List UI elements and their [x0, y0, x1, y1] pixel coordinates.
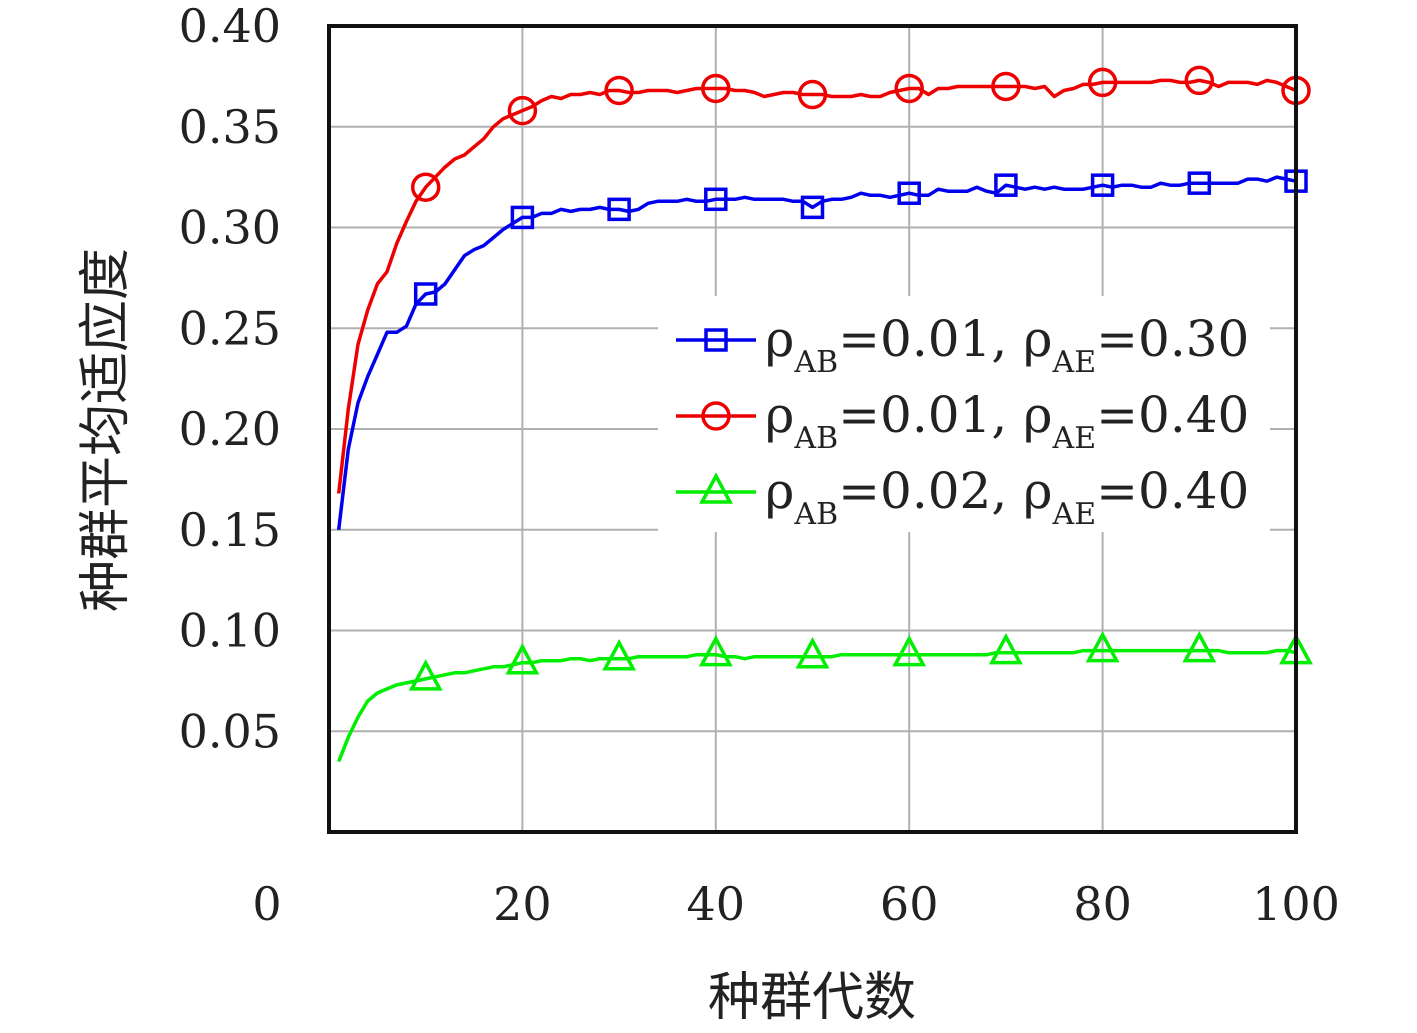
tick-labels: 0 20 40 60 80 100 0.05 0.10 0.15 0.20 0.25 0.30 0.35… — [179, 0, 1340, 931]
legend-entry: ρAB=0.02, ρAE=0.40 — [676, 462, 1249, 532]
x-tick-label: 80 — [1073, 877, 1132, 931]
legend-text-part: ρ — [765, 310, 794, 368]
legend-text-part: ρ — [1023, 386, 1052, 444]
circle-marker — [507, 95, 538, 126]
y-tick-label: 0.40 — [179, 0, 281, 53]
square-marker — [800, 195, 825, 220]
legend-label: ρAB=0.02, ρAE=0.40 — [765, 462, 1249, 532]
y-tick-label: 0.25 — [179, 301, 281, 355]
triangle-marker — [698, 634, 733, 667]
legend-text-part: ρ — [765, 386, 794, 444]
y-tick-label: 0.05 — [179, 704, 281, 758]
series-group — [336, 65, 1313, 763]
x-tick-label: 100 — [1252, 877, 1340, 931]
triangle-marker — [505, 643, 540, 675]
series-line — [337, 648, 1297, 763]
y-tick-label: 0.35 — [179, 100, 281, 154]
series-line — [336, 78, 1297, 494]
circle-marker — [410, 172, 441, 202]
circle-marker — [1184, 65, 1215, 96]
y-tick-label: 0.30 — [179, 201, 281, 255]
square-marker — [897, 181, 921, 205]
square-marker — [1090, 173, 1115, 197]
legend-subscript: AE — [1052, 345, 1097, 380]
x-axis-title: 种群代数 — [708, 968, 916, 1028]
plot-frame — [327, 24, 1298, 834]
circle-marker — [701, 401, 731, 431]
circle-marker — [1087, 67, 1118, 98]
triangle-marker — [988, 632, 1023, 665]
triangle-marker — [408, 659, 443, 691]
square-marker — [1187, 171, 1212, 195]
circle-marker — [797, 79, 828, 110]
legend-text-part: =0.01, — [838, 310, 1023, 368]
legend-entry: ρAB=0.01, ρAE=0.30 — [676, 310, 1249, 380]
square-marker — [704, 187, 728, 212]
series-3 — [337, 630, 1313, 763]
y-tick-label: 0.15 — [179, 503, 281, 557]
legend-subscript: AB — [793, 421, 838, 456]
circle-marker — [604, 75, 634, 106]
legend-text-part: =0.40 — [1096, 386, 1249, 444]
triangle-marker — [892, 634, 927, 667]
triangle-marker — [795, 637, 830, 669]
y-axis-title: 种群平均适应度 — [76, 248, 136, 612]
triangle-marker — [1182, 630, 1217, 663]
series-2 — [336, 65, 1311, 494]
x-tick-label: 20 — [493, 877, 552, 931]
legend-text-part: =0.01, — [838, 386, 1023, 444]
series-1 — [336, 169, 1308, 531]
legend-entry: ρAB=0.01, ρAE=0.40 — [676, 386, 1249, 456]
legend-subscript: AE — [1052, 421, 1097, 456]
triangle-marker — [602, 639, 637, 671]
legend-subscript: AB — [793, 345, 838, 380]
legend-text-part: =0.30 — [1096, 310, 1249, 368]
legend-subscript: AB — [793, 497, 838, 532]
x-tick-label: 60 — [880, 877, 939, 931]
series-line — [336, 175, 1297, 531]
legend-text-part: ρ — [765, 462, 794, 520]
x-tick-label: 0 — [252, 877, 281, 931]
x-tick-label: 40 — [687, 877, 746, 931]
square-marker — [413, 282, 438, 306]
axes-box — [327, 24, 1298, 834]
legend-text-part: ρ — [1023, 310, 1052, 368]
circle-marker — [991, 71, 1021, 102]
y-tick-label: 0.20 — [179, 402, 281, 456]
circle-marker — [701, 73, 731, 104]
triangle-marker — [1085, 630, 1120, 663]
circle-marker — [894, 73, 924, 104]
triangle-marker — [699, 472, 733, 504]
square-marker — [510, 205, 535, 230]
legend-box — [658, 296, 1270, 532]
legend-text-part: =0.02, — [838, 462, 1023, 520]
y-tick-label: 0.10 — [179, 604, 281, 658]
square-marker — [607, 197, 631, 222]
square-marker — [994, 173, 1018, 197]
legend-text-part: ρ — [1023, 462, 1052, 520]
legend-label: ρAB=0.01, ρAE=0.30 — [765, 310, 1249, 380]
square-marker — [704, 328, 728, 352]
legend-label: ρAB=0.01, ρAE=0.40 — [765, 386, 1249, 456]
legend-text-part: =0.40 — [1096, 462, 1249, 520]
legend-subscript: AE — [1052, 497, 1097, 532]
